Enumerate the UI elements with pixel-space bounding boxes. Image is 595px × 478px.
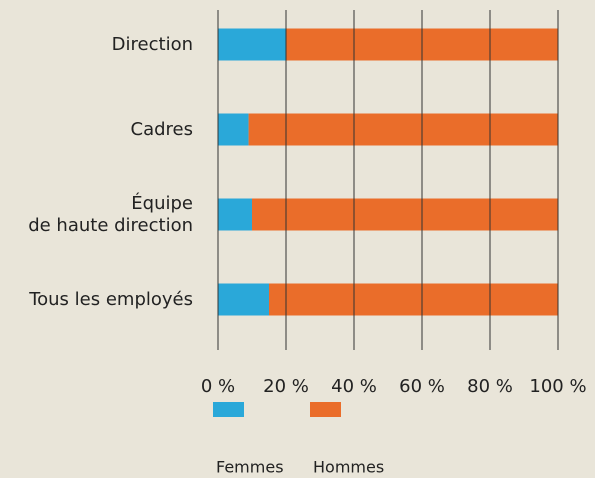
legend-swatch [310, 402, 341, 417]
x-tick-label: 60 % [399, 376, 445, 397]
x-tick-label: 40 % [331, 376, 377, 397]
x-tick-label: 80 % [467, 376, 513, 397]
bar-segment [269, 283, 558, 316]
x-tick-label: 0 % [201, 376, 235, 397]
legend-label: Hommes [313, 458, 384, 477]
bar-segment [218, 198, 252, 231]
bar-segment [218, 28, 286, 61]
x-tick-label: 100 % [529, 376, 586, 397]
bar-segment [252, 198, 558, 231]
x-tick-label: 20 % [263, 376, 309, 397]
category-label: Cadres [130, 118, 193, 140]
bar-segment [218, 113, 249, 146]
bar-segment [218, 283, 269, 316]
category-label: Tous les employés [29, 288, 193, 310]
legend-swatch [213, 402, 244, 417]
bar-segment [248, 113, 558, 146]
category-label: Direction [111, 33, 193, 55]
legend-label: Femmes [216, 458, 284, 477]
category-label: Équipe de haute direction [28, 192, 193, 236]
